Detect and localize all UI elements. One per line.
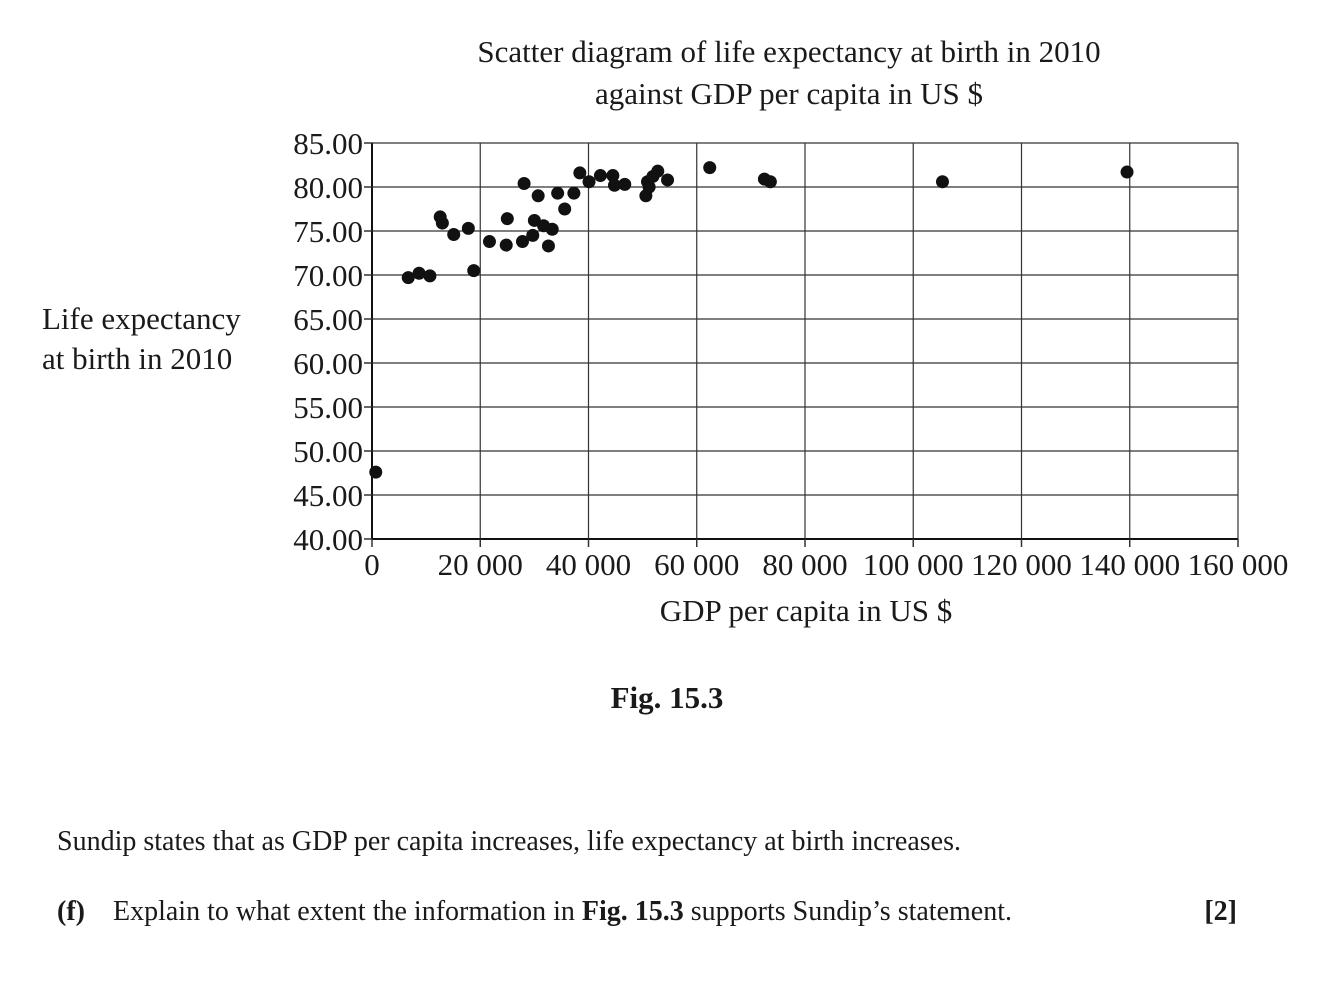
y-tick-label: 80.00: [293, 170, 363, 205]
data-point: [401, 271, 415, 285]
figure-caption: Fig. 15.3: [610, 680, 724, 715]
x-tick-label: 140 000: [1079, 547, 1180, 582]
x-axis-ticks: 0 20 000 40 000 60 000 80 000 100 000 120 000 1…: [364, 539, 1288, 582]
data-point: [526, 228, 540, 242]
data-points: [369, 161, 1134, 479]
x-tick-label: 120 000: [971, 547, 1072, 582]
y-tick-label: 75.00: [293, 214, 363, 249]
data-point: [1120, 165, 1134, 179]
data-point: [607, 178, 621, 192]
y-axis-ticks: 85.00 80.00 75.00 70.00 65.00 60.00 55.00 50.00…: [293, 126, 372, 557]
x-tick-label: 100 000: [863, 547, 964, 582]
data-point: [545, 222, 559, 236]
data-point: [500, 212, 514, 226]
data-point: [541, 239, 555, 253]
y-tick-label: 55.00: [293, 390, 363, 425]
x-tick-label: 40 000: [546, 547, 631, 582]
data-point: [369, 465, 383, 479]
question-marks: [2]: [1204, 896, 1237, 927]
data-point: [551, 186, 565, 200]
x-tick-label: 0: [364, 547, 380, 582]
data-point: [651, 164, 665, 178]
data-point: [558, 202, 572, 216]
y-axis-label-line-2: at birth in 2010: [42, 341, 232, 376]
data-point: [618, 177, 632, 191]
x-tick-label: 80 000: [762, 547, 847, 582]
question-figure-ref: Fig. 15.3: [581, 896, 684, 927]
data-point: [435, 216, 449, 230]
data-point: [606, 169, 620, 183]
data-point: [573, 166, 587, 180]
chart-title-line-2: against GDP per capita in US $: [595, 76, 983, 111]
data-point: [593, 169, 607, 183]
data-point: [935, 175, 949, 189]
x-tick-label: 160 000: [1188, 547, 1289, 582]
y-tick-label: 65.00: [293, 302, 363, 337]
data-point: [531, 189, 545, 203]
data-point: [763, 175, 777, 189]
question-label: (f): [57, 896, 85, 927]
data-point: [499, 238, 513, 252]
y-tick-label: 70.00: [293, 258, 363, 293]
data-point: [447, 228, 461, 242]
data-point: [703, 161, 717, 175]
scatter-chart: Scatter diagram of life expectancy at bi…: [42, 34, 1288, 628]
data-point: [642, 180, 656, 194]
data-point: [461, 221, 475, 235]
data-point: [423, 269, 437, 283]
data-point: [412, 266, 426, 280]
y-tick-label: 45.00: [293, 478, 363, 513]
statement-text: Sundip states that as GDP per capita inc…: [57, 826, 961, 857]
data-point: [567, 186, 581, 200]
data-point: [517, 176, 531, 190]
x-tick-label: 60 000: [654, 547, 739, 582]
y-axis-label-line-1: Life expectancy: [42, 301, 241, 336]
y-tick-label: 40.00: [293, 522, 363, 557]
x-axis-label: GDP per capita in US $: [660, 593, 952, 628]
data-point: [661, 173, 675, 187]
x-tick-label: 20 000: [438, 547, 523, 582]
data-point: [482, 235, 496, 249]
y-tick-label: 60.00: [293, 346, 363, 381]
question-f: (f) Explain to what extent the informatio…: [57, 896, 1237, 928]
chart-grid: [371, 142, 1239, 540]
data-point: [515, 235, 529, 249]
question-text-before: Explain to what extent the information i…: [113, 896, 575, 927]
question-text-after: supports Sundip’s statement.: [690, 896, 1013, 927]
chart-title-line-1: Scatter diagram of life expectancy at bi…: [477, 34, 1100, 69]
data-point: [582, 175, 596, 189]
y-tick-label: 50.00: [293, 434, 363, 469]
y-tick-label: 85.00: [293, 126, 363, 161]
data-point: [467, 264, 481, 278]
